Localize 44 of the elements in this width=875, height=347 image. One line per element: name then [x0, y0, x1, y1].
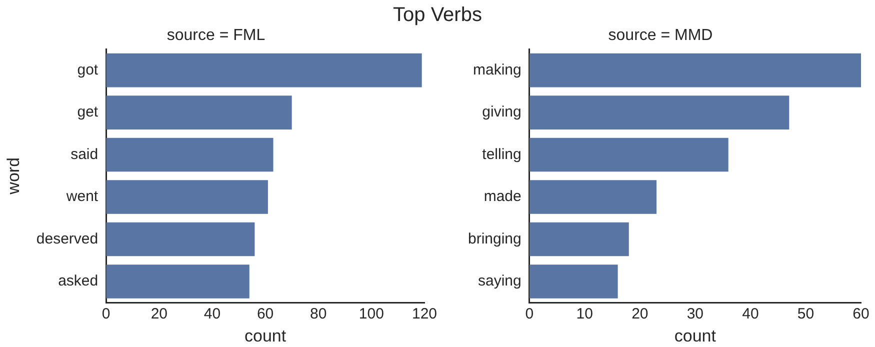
x-tick-label: 30	[686, 306, 704, 323]
y-tick-label: got	[77, 61, 99, 78]
x-tick-label: 0	[525, 306, 534, 323]
bar	[106, 53, 422, 88]
x-tick-label: 120	[412, 306, 437, 323]
x-tick-label: 0	[102, 306, 110, 323]
x-tick-label: 40	[204, 306, 221, 323]
y-tick-label: went	[65, 188, 99, 206]
y-tick-label: giving	[482, 104, 522, 121]
bar	[106, 222, 255, 256]
bar	[106, 180, 268, 214]
y-tick-label: get	[77, 104, 99, 121]
bar	[106, 96, 292, 130]
x-tick-label: 50	[797, 306, 814, 323]
x-tick-label: 100	[358, 306, 384, 323]
chart-title: source = MMD	[608, 27, 713, 44]
bar	[106, 264, 250, 298]
y-tick-label: deserved	[36, 230, 98, 248]
bar	[529, 138, 728, 172]
text: Top Verbs	[392, 4, 483, 27]
y-tick-label: telling	[482, 146, 522, 163]
x-tick-label: 10	[576, 306, 593, 323]
x-tick-label: 40	[742, 306, 759, 323]
bar	[106, 138, 274, 172]
bar	[529, 264, 618, 298]
x-tick-label: 60	[256, 306, 274, 323]
bar	[529, 222, 629, 256]
y-tick-label: making	[473, 61, 522, 78]
x-tick-label: 80	[310, 306, 327, 323]
y-tick-label: said	[70, 146, 98, 163]
bar	[529, 180, 656, 214]
y-tick-label: saying	[478, 272, 522, 290]
x-tick-label: 20	[632, 306, 648, 323]
chart-title: source = FML	[166, 27, 266, 44]
x-axis-title: count	[674, 326, 716, 346]
y-tick-label: made	[484, 188, 522, 206]
bar	[529, 96, 790, 130]
x-tick-label: 60	[852, 306, 870, 323]
y-axis-title: word	[4, 157, 23, 196]
x-tick-label: 20	[150, 306, 168, 323]
bar	[529, 53, 861, 88]
y-tick-label: asked	[58, 272, 98, 290]
y-tick-label: bringing	[468, 230, 522, 248]
x-axis-title: count	[244, 326, 286, 346]
